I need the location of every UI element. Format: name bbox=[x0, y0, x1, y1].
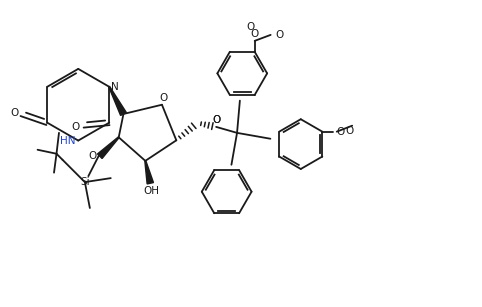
Text: O: O bbox=[212, 115, 220, 125]
Text: O: O bbox=[336, 127, 344, 137]
Text: O: O bbox=[345, 126, 353, 136]
Text: O: O bbox=[251, 29, 259, 39]
Text: O: O bbox=[212, 115, 220, 125]
Text: O: O bbox=[72, 122, 80, 132]
Text: O: O bbox=[160, 93, 168, 103]
Polygon shape bbox=[145, 161, 153, 184]
Text: Si: Si bbox=[80, 177, 90, 187]
Polygon shape bbox=[109, 87, 126, 115]
Polygon shape bbox=[97, 137, 119, 158]
Text: O: O bbox=[247, 22, 255, 33]
Text: O: O bbox=[10, 108, 18, 118]
Text: HN: HN bbox=[60, 136, 75, 146]
Text: N: N bbox=[111, 82, 119, 92]
Text: O: O bbox=[89, 151, 97, 161]
Text: O: O bbox=[275, 30, 284, 40]
Text: OH: OH bbox=[143, 186, 159, 196]
